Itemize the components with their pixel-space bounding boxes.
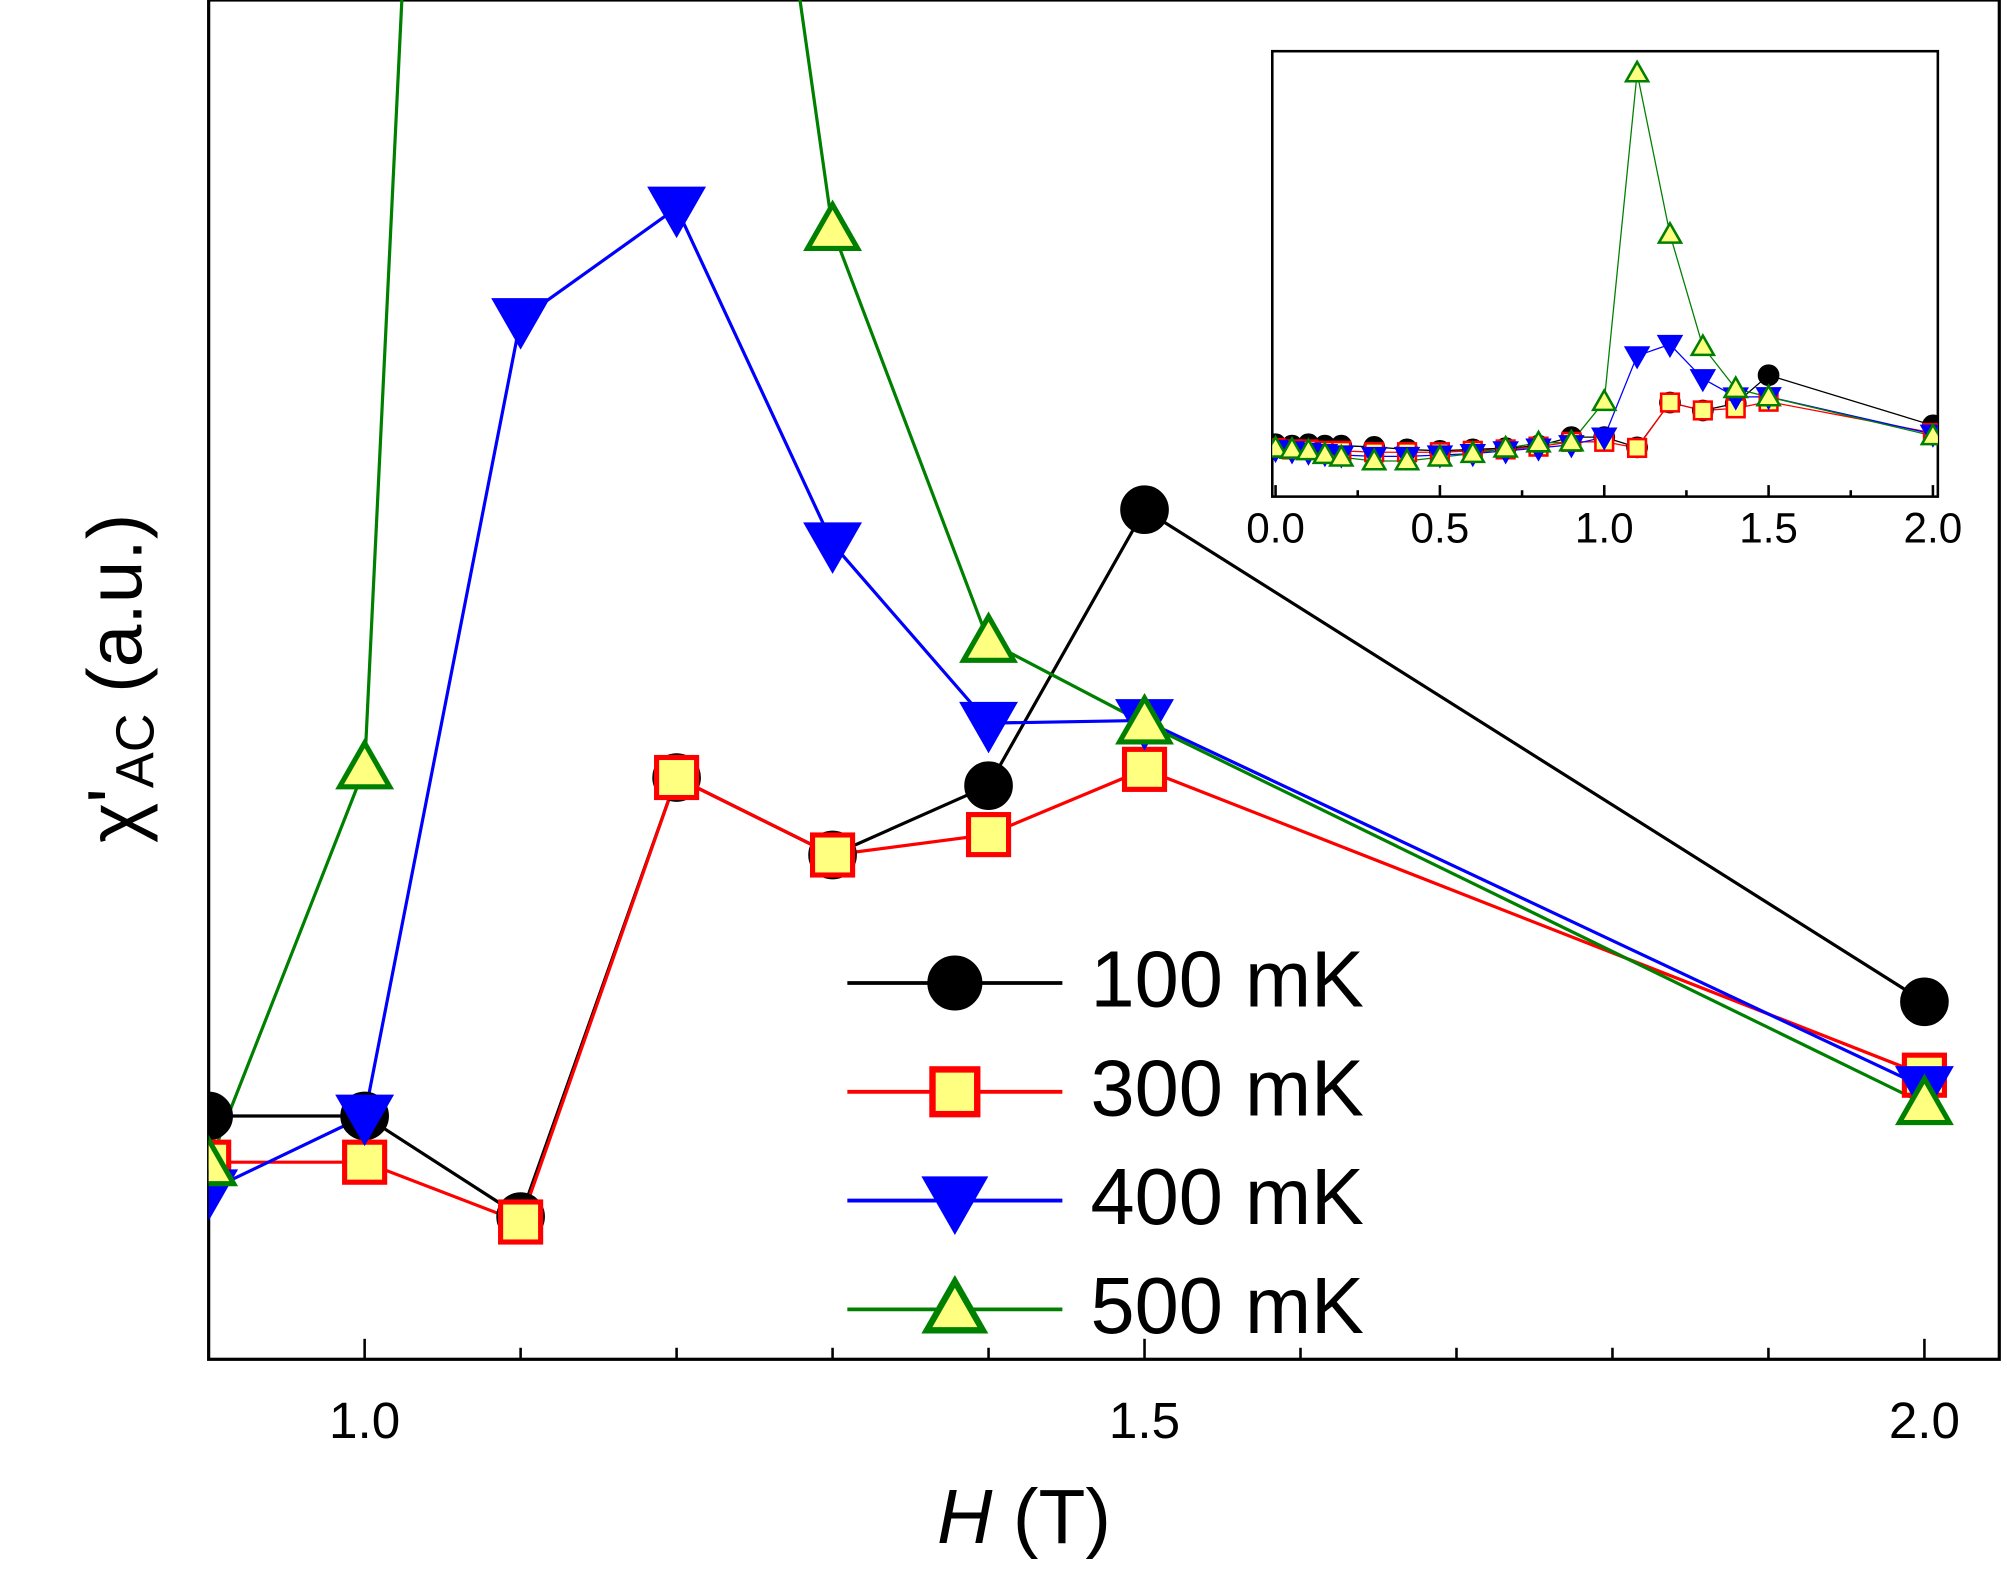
x-tick-label: 1.0 bbox=[1575, 504, 1634, 551]
marker bbox=[959, 701, 1018, 754]
marker bbox=[803, 522, 863, 574]
y-label-symbol: χ' bbox=[73, 788, 159, 843]
x-tick-label: 0.0 bbox=[1246, 504, 1305, 551]
plot-area bbox=[208, 0, 1954, 1245]
marker bbox=[1656, 334, 1684, 359]
x-tick-label: 2.0 bbox=[1889, 1392, 1960, 1449]
marker bbox=[1659, 392, 1681, 413]
marker bbox=[1627, 437, 1648, 459]
legend-marker bbox=[921, 1274, 989, 1334]
plot-area bbox=[1272, 59, 1938, 471]
y-label-unit: (a.u.) bbox=[73, 514, 159, 693]
marker bbox=[1623, 59, 1651, 83]
marker bbox=[965, 812, 1012, 858]
marker bbox=[1656, 220, 1684, 244]
plot-frame bbox=[1271, 49, 1940, 498]
marker bbox=[1459, 439, 1487, 464]
marker bbox=[1692, 400, 1713, 421]
x-tick-label: 1.5 bbox=[1739, 504, 1798, 551]
legend-label: 100 mK bbox=[1091, 935, 1365, 1024]
marker bbox=[1900, 977, 1949, 1027]
marker bbox=[1894, 1073, 1954, 1126]
marker bbox=[1278, 435, 1306, 459]
marker bbox=[335, 1094, 395, 1147]
series-line bbox=[208, 0, 1926, 1166]
marker bbox=[1426, 443, 1454, 467]
legend-marker bbox=[929, 1066, 981, 1118]
x-axis-label: H (T) bbox=[937, 1474, 1111, 1560]
marker bbox=[1295, 437, 1322, 461]
marker bbox=[1360, 447, 1388, 471]
x-label-symbol: H bbox=[937, 1474, 993, 1560]
x-tick-label: 2.0 bbox=[1904, 504, 1963, 551]
x-tick-label: 1.0 bbox=[329, 1392, 400, 1449]
legend-label: 300 mK bbox=[1091, 1043, 1365, 1132]
marker bbox=[1722, 375, 1749, 399]
marker bbox=[342, 1139, 388, 1185]
y-axis-label: χ'AC (a.u.) bbox=[73, 514, 166, 843]
marker bbox=[1558, 428, 1585, 452]
marker bbox=[1919, 422, 1938, 446]
marker bbox=[1591, 427, 1618, 451]
marker bbox=[1328, 443, 1355, 467]
legend-marker bbox=[921, 1176, 989, 1235]
series-line bbox=[208, 205, 1926, 1193]
marker bbox=[1115, 692, 1174, 745]
marker bbox=[1689, 369, 1717, 393]
marker bbox=[647, 186, 707, 239]
marker bbox=[1591, 387, 1618, 412]
series-line bbox=[208, 767, 1926, 1225]
marker bbox=[1311, 440, 1339, 465]
marker bbox=[809, 832, 856, 878]
marker bbox=[803, 199, 863, 252]
marker bbox=[1393, 447, 1421, 471]
marker bbox=[1755, 383, 1782, 407]
marker bbox=[208, 1134, 239, 1187]
marker bbox=[498, 1199, 544, 1245]
marker bbox=[208, 1091, 233, 1141]
legend-marker bbox=[927, 955, 983, 1011]
x-tick-label: 1.5 bbox=[1109, 1392, 1180, 1449]
marker bbox=[1689, 332, 1717, 357]
marker bbox=[654, 754, 700, 801]
x-tick-label: 0.5 bbox=[1411, 504, 1470, 551]
legend-label: 500 mK bbox=[1091, 1261, 1365, 1350]
marker bbox=[1121, 746, 1168, 792]
marker bbox=[959, 611, 1018, 663]
marker bbox=[1492, 434, 1519, 458]
marker bbox=[1757, 364, 1780, 387]
marker bbox=[1525, 429, 1552, 453]
marker bbox=[491, 298, 551, 350]
y-label-subscript: AC bbox=[106, 713, 166, 788]
marker bbox=[1120, 485, 1169, 535]
legend-label: 400 mK bbox=[1091, 1152, 1365, 1241]
x-label-unit: (T) bbox=[1013, 1474, 1111, 1560]
marker bbox=[964, 761, 1013, 810]
marker bbox=[1623, 346, 1651, 370]
marker bbox=[335, 737, 395, 790]
